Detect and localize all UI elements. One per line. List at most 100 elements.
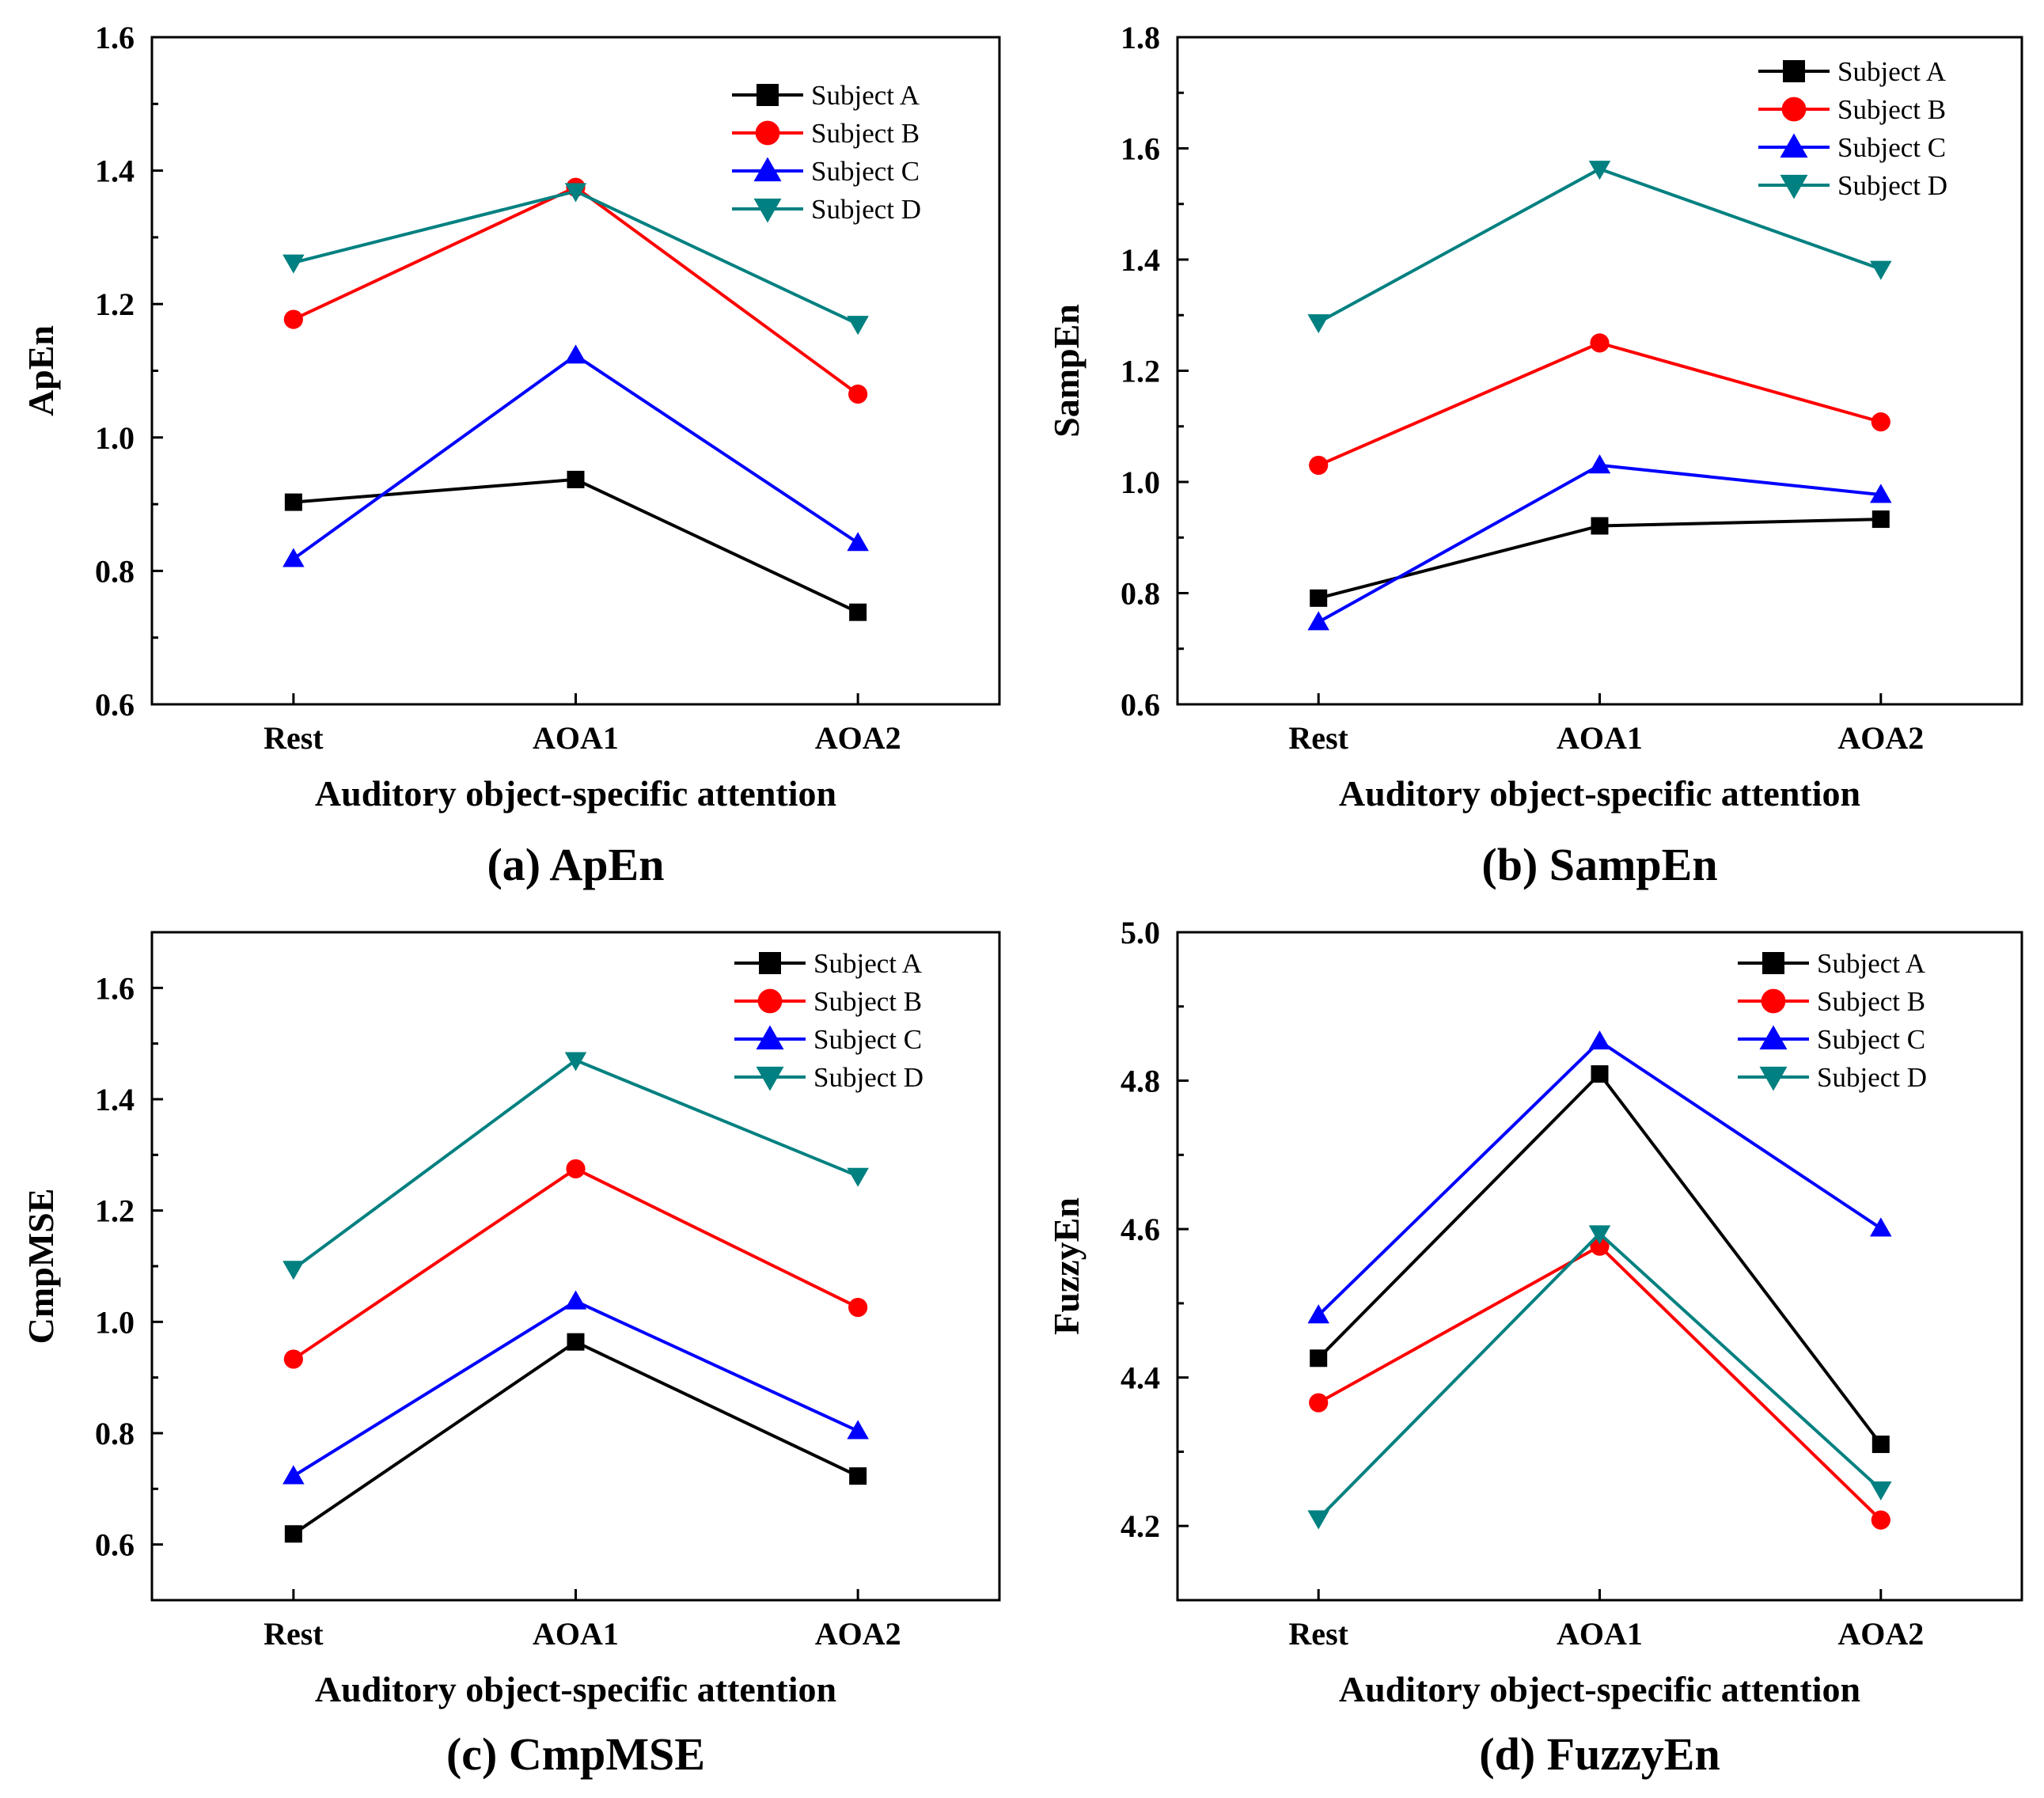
legend-marker <box>757 988 783 1014</box>
legend-label: Subject C <box>813 1024 922 1055</box>
y-tick-label: 0.6 <box>1121 687 1160 723</box>
chart-panel-2: 0.6 0.8 1.0 1.2 1.4 1.6 Rest AOA1 AOA2 Auditory o… <box>21 931 1001 1780</box>
data-point <box>847 1167 869 1187</box>
y-tick-label: 0.8 <box>1121 576 1160 612</box>
series-subject-b <box>283 177 868 404</box>
y-tick-label: 0.8 <box>95 553 135 589</box>
legend: Subject A Subject B Subject C Subject D <box>734 948 923 1093</box>
legend-marker <box>1759 1066 1788 1091</box>
data-point <box>284 493 302 511</box>
series-subject-a <box>1310 510 1890 607</box>
data-point <box>1588 454 1611 474</box>
legend-marker <box>1783 60 1805 82</box>
legend: Subject A Subject B Subject C Subject D <box>1758 56 1947 201</box>
legend-marker <box>753 198 782 223</box>
data-point <box>847 532 869 552</box>
data-point <box>1871 1510 1890 1530</box>
legend-marker <box>1781 97 1807 122</box>
series-line <box>292 353 859 560</box>
y-tick-label: 0.6 <box>95 1527 135 1563</box>
legend-marker <box>756 1025 784 1050</box>
legend-marker <box>759 952 781 974</box>
data-point <box>283 1261 305 1280</box>
legend-label: Subject A <box>1817 948 1926 979</box>
data-point <box>1871 510 1890 529</box>
series-line <box>292 1299 859 1477</box>
x-tick-label: AOA1 <box>1557 1616 1643 1652</box>
legend-label: Subject B <box>1837 94 1946 125</box>
data-point <box>566 1159 586 1179</box>
series-subject-c <box>283 1290 869 1485</box>
data-point <box>284 1525 302 1543</box>
data-point <box>564 183 587 203</box>
series-subject-c <box>1307 1030 1892 1324</box>
data-point <box>849 603 867 621</box>
data-point <box>1310 589 1328 607</box>
y-tick-label: 1.2 <box>95 286 135 322</box>
legend-label: Subject B <box>813 986 922 1017</box>
legend-label: Subject A <box>811 80 920 111</box>
data-point <box>1590 333 1610 353</box>
series-line <box>1318 463 1882 624</box>
legend-label: Subject A <box>1837 56 1947 87</box>
data-point <box>1307 611 1329 631</box>
data-point <box>283 548 305 567</box>
legend-label: Subject C <box>1837 132 1946 163</box>
y-tick-label: 1.0 <box>95 1304 135 1340</box>
panel-caption: (d) FuzzyEn <box>1479 1728 1720 1780</box>
legend-marker <box>753 157 782 182</box>
data-point <box>1588 161 1611 180</box>
data-point <box>847 1420 869 1440</box>
data-point <box>847 316 869 336</box>
data-point <box>1870 1217 1892 1237</box>
y-tick-label: 1.6 <box>1121 131 1160 167</box>
y-axis-label: CmpMSE <box>21 1189 61 1345</box>
y-tick-label: 0.6 <box>95 687 135 723</box>
series-line <box>1317 1072 1883 1446</box>
legend-marker <box>757 84 779 106</box>
legend-marker <box>1780 174 1808 199</box>
series-line <box>292 1340 859 1535</box>
data-point <box>283 309 303 329</box>
series-subject-b <box>1309 333 1890 476</box>
data-point <box>1307 314 1329 334</box>
x-tick-label: Rest <box>264 1616 324 1652</box>
x-tick-label: AOA2 <box>815 1616 901 1652</box>
series-subject-b <box>1309 1236 1890 1530</box>
data-point <box>849 1467 867 1485</box>
data-point <box>567 1333 585 1351</box>
x-axis-label: Auditory object-specific attention <box>1339 773 1860 814</box>
legend-marker <box>1780 133 1808 158</box>
data-point <box>1870 260 1892 280</box>
series-subject-d <box>283 183 869 336</box>
legend-label: Subject D <box>1837 170 1947 201</box>
y-tick-label: 4.4 <box>1121 1360 1160 1396</box>
data-point <box>1307 1510 1329 1530</box>
data-point <box>1588 1225 1611 1245</box>
x-tick-label: AOA1 <box>533 720 619 756</box>
panel-caption: (a) ApEn <box>487 839 664 890</box>
x-tick-label: AOA1 <box>1557 720 1643 756</box>
data-point <box>283 1465 305 1485</box>
series-subject-c <box>283 344 869 567</box>
data-point <box>1588 1030 1611 1050</box>
series-subject-d <box>1307 1225 1892 1530</box>
data-point <box>848 1297 868 1318</box>
y-tick-label: 1.0 <box>1121 465 1160 500</box>
x-tick-label: AOA2 <box>815 720 901 756</box>
data-point <box>564 1290 587 1310</box>
data-point <box>1871 412 1890 432</box>
legend-label: Subject D <box>1817 1062 1927 1093</box>
y-tick-label: 1.6 <box>95 20 135 55</box>
series-subject-a <box>1310 1065 1890 1454</box>
chart-panel-0: 0.6 0.8 1.0 1.2 1.4 1.6 Rest AOA1 AOA2 Auditory o… <box>21 20 1001 890</box>
x-axis-label: Auditory object-specific attention <box>315 1669 836 1709</box>
data-point <box>848 384 868 404</box>
y-axis-label: FuzzyEn <box>1046 1197 1086 1335</box>
series-subject-c <box>1307 454 1892 631</box>
data-point <box>1871 1436 1890 1454</box>
legend-label: Subject D <box>813 1062 923 1093</box>
legend: Subject A Subject B Subject C Subject D <box>1738 948 1927 1093</box>
x-tick-label: Rest <box>1288 720 1348 756</box>
